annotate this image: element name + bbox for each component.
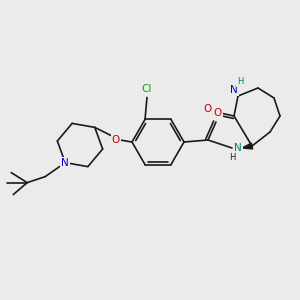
Text: N: N bbox=[230, 85, 238, 95]
Text: N: N bbox=[234, 143, 242, 153]
Text: O: O bbox=[214, 108, 222, 118]
Text: N: N bbox=[61, 158, 69, 168]
Text: H: H bbox=[237, 77, 243, 86]
Text: Cl: Cl bbox=[142, 85, 152, 94]
Text: O: O bbox=[203, 104, 211, 114]
Polygon shape bbox=[242, 143, 253, 149]
Text: O: O bbox=[112, 135, 120, 145]
Text: H: H bbox=[229, 152, 235, 161]
